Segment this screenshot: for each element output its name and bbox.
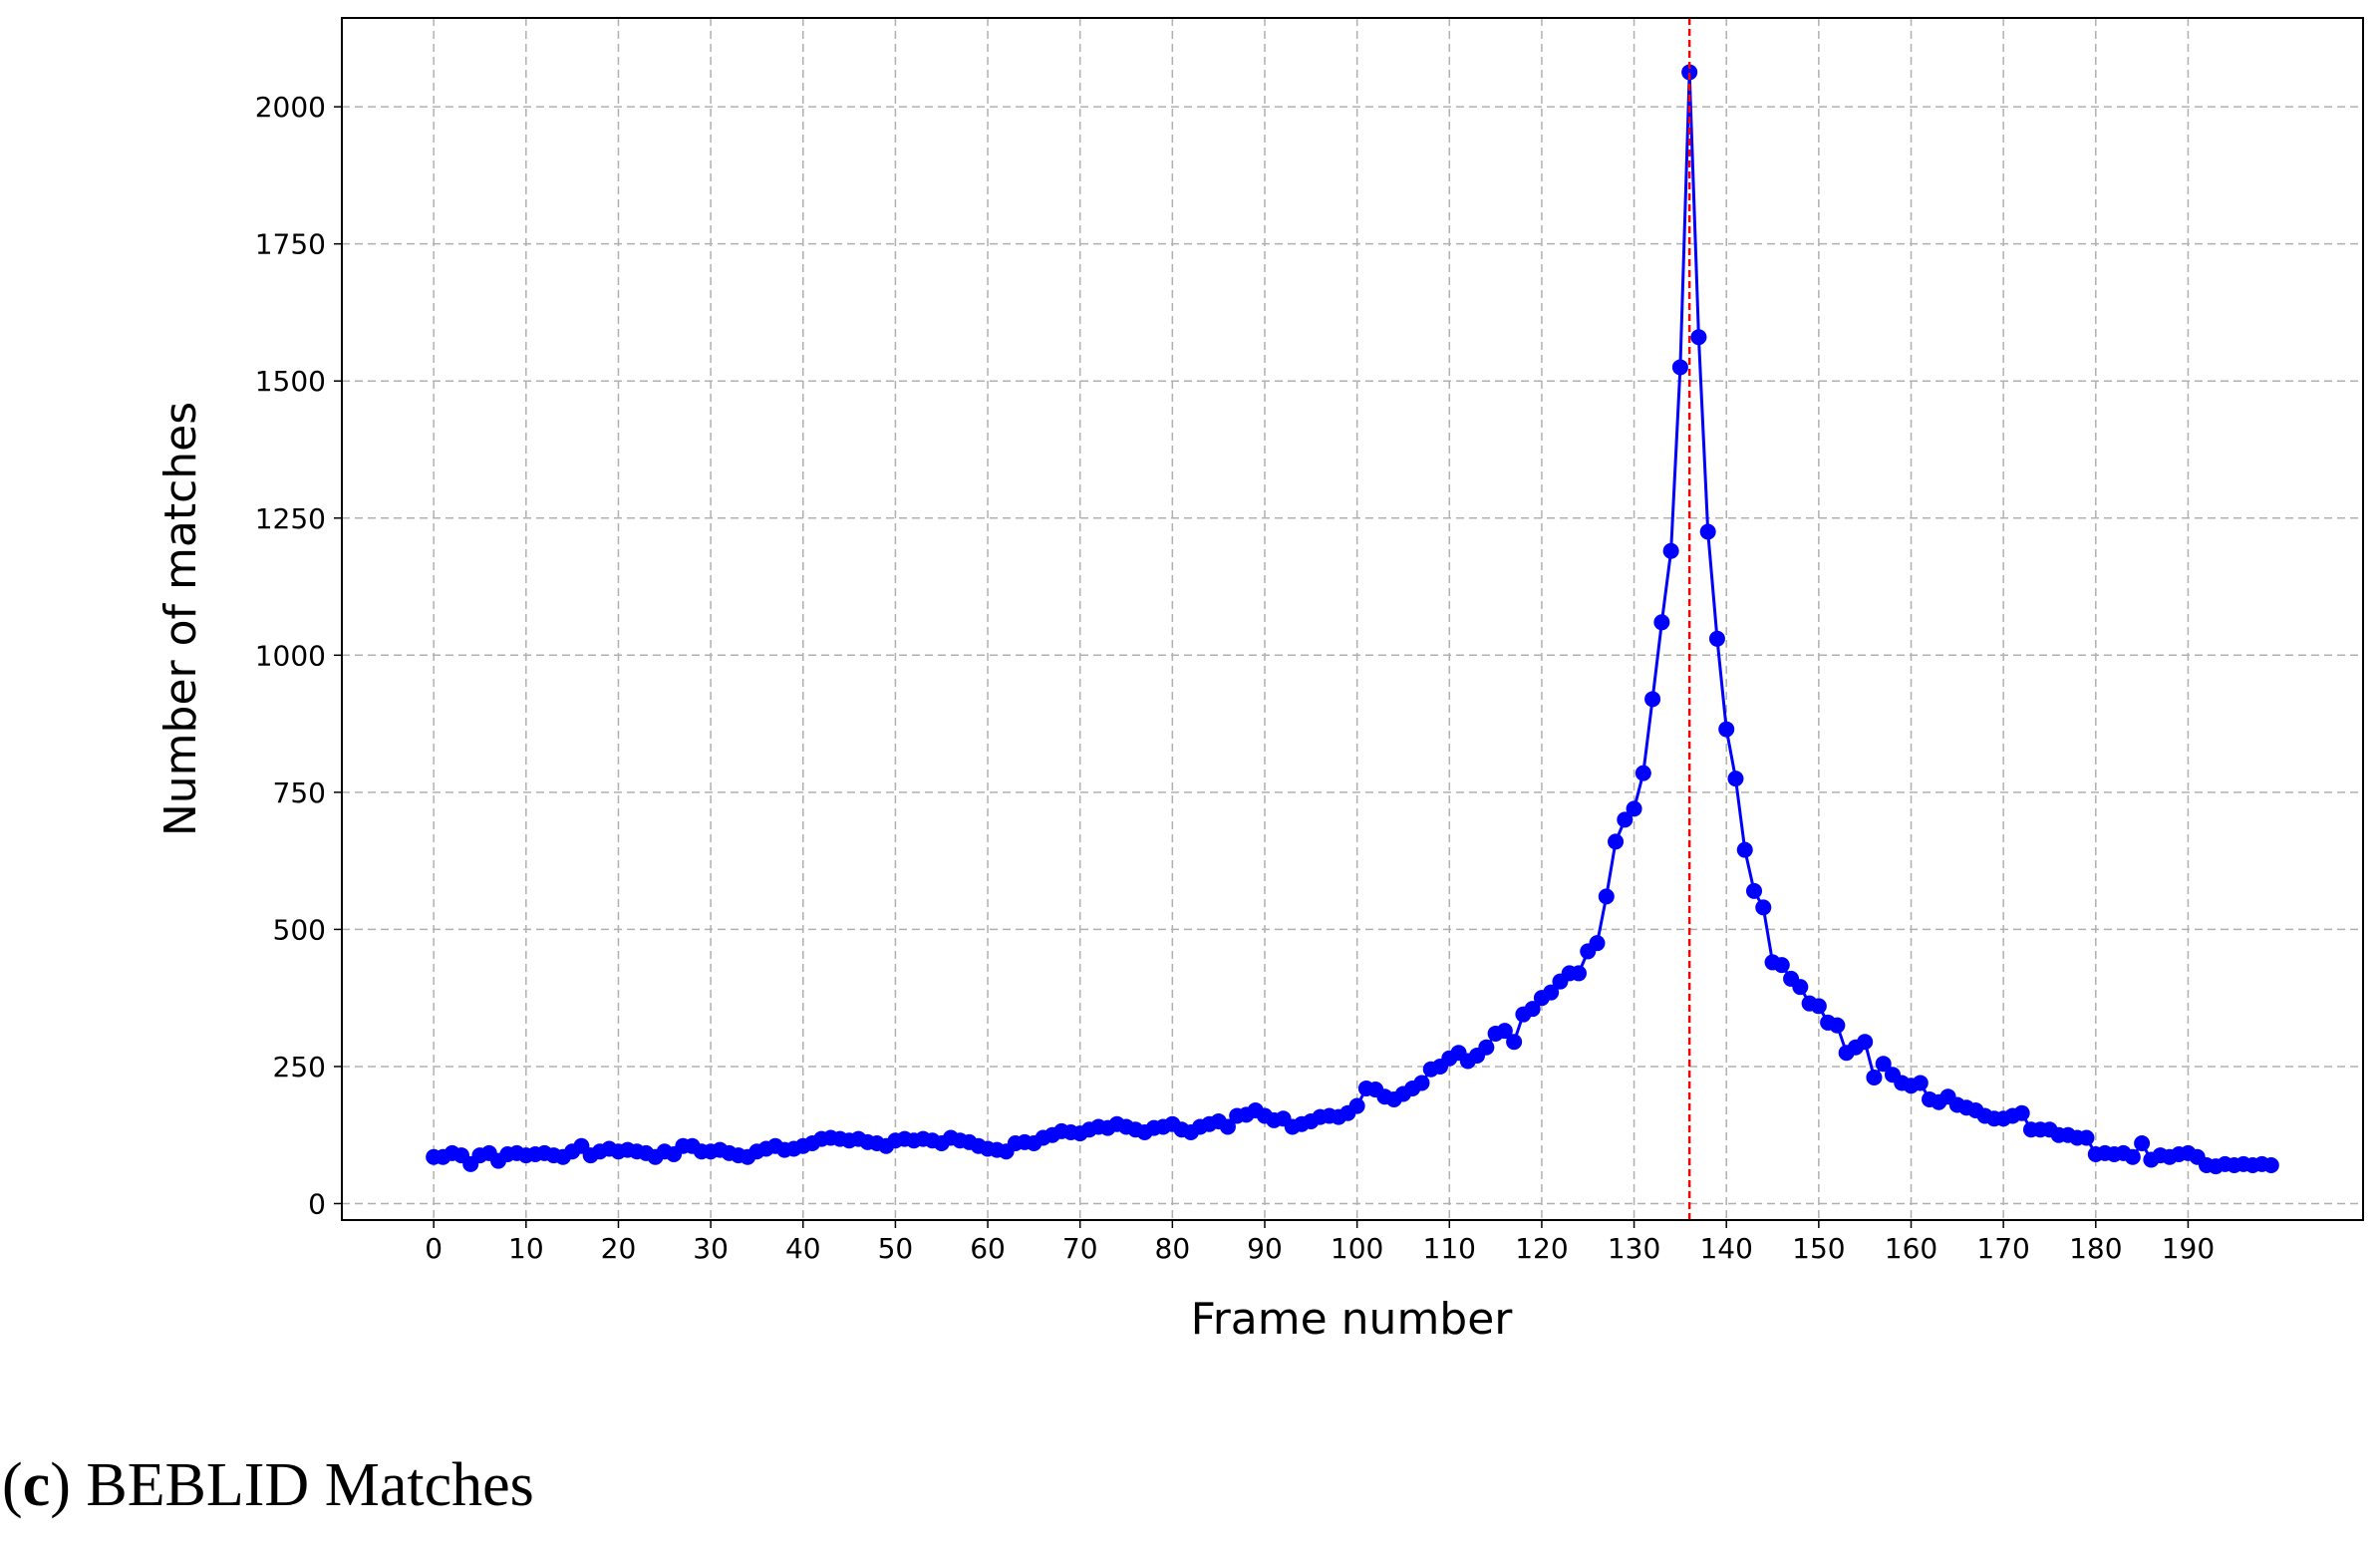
data-point xyxy=(2078,1129,2095,1146)
data-point xyxy=(1506,1034,1523,1051)
data-point xyxy=(1736,841,1753,858)
data-point xyxy=(1496,1023,1513,1040)
data-point xyxy=(1617,811,1634,828)
y-tick-label: 1250 xyxy=(255,502,326,535)
data-point xyxy=(1653,614,1670,631)
x-tick-label: 20 xyxy=(601,1232,637,1265)
data-point xyxy=(1866,1069,1883,1085)
data-point xyxy=(1543,984,1560,1001)
data-point xyxy=(1348,1097,1365,1114)
x-tick-label: 170 xyxy=(1976,1232,2029,1265)
data-point xyxy=(2124,1148,2141,1165)
data-point xyxy=(1589,935,1606,952)
data-point xyxy=(1810,998,1827,1015)
data-point xyxy=(1755,899,1772,916)
caption-text: ) BEBLID Matches xyxy=(50,1451,534,1519)
data-point xyxy=(1708,630,1725,647)
caption-open: ( xyxy=(2,1451,23,1519)
y-tick-label: 1000 xyxy=(255,639,326,672)
plot-frame xyxy=(341,17,2364,1221)
data-point xyxy=(1644,691,1661,708)
x-tick-label: 10 xyxy=(508,1232,544,1265)
data-point xyxy=(1219,1118,1236,1135)
data-point xyxy=(1912,1075,1929,1091)
y-tick-label: 2000 xyxy=(255,91,326,124)
data-point xyxy=(1746,882,1763,899)
data-point xyxy=(1829,1017,1846,1034)
data-point xyxy=(1857,1034,1874,1051)
y-tick-label: 0 xyxy=(308,1187,326,1220)
x-tick-label: 60 xyxy=(970,1232,1006,1265)
x-tick-label: 50 xyxy=(878,1232,914,1265)
x-tick-label: 160 xyxy=(1885,1232,1937,1265)
x-tick-label: 0 xyxy=(425,1232,443,1265)
x-tick-label: 90 xyxy=(1247,1232,1283,1265)
data-point xyxy=(1524,1001,1541,1018)
x-tick-label: 140 xyxy=(1699,1232,1752,1265)
data-point xyxy=(1598,888,1615,905)
x-axis-label: Frame number xyxy=(1191,1294,1514,1345)
x-tick-label: 40 xyxy=(785,1232,821,1265)
data-point xyxy=(1681,64,1698,81)
data-point xyxy=(1727,771,1744,787)
x-tick-label: 190 xyxy=(2162,1232,2215,1265)
data-point xyxy=(2013,1104,2030,1121)
x-tick-label: 80 xyxy=(1155,1232,1191,1265)
x-tick-label: 30 xyxy=(693,1232,729,1265)
x-tick-label: 110 xyxy=(1423,1232,1476,1265)
caption-letter: c xyxy=(22,1451,51,1519)
y-tick-label: 750 xyxy=(273,776,326,809)
data-point xyxy=(1875,1056,1892,1073)
x-tick-label: 120 xyxy=(1515,1232,1568,1265)
data-point xyxy=(1413,1075,1430,1091)
data-point xyxy=(1690,329,1707,346)
x-tick-label: 180 xyxy=(2069,1232,2122,1265)
series-line xyxy=(434,72,2271,1168)
data-point xyxy=(2262,1156,2279,1173)
y-tick-label: 1500 xyxy=(255,365,326,398)
data-point xyxy=(1635,765,1651,781)
x-tick-label: 150 xyxy=(1792,1232,1845,1265)
y-axis-label: Number of matches xyxy=(155,402,206,836)
x-tick-label: 70 xyxy=(1062,1232,1098,1265)
chart: Frame number Number of matches 0 10 20 30 40… xyxy=(155,17,2364,1345)
data-point xyxy=(1608,833,1625,850)
data-point xyxy=(1792,979,1809,996)
caption: (c) BEBLID Matches xyxy=(2,1450,534,1521)
data-point xyxy=(1671,359,1688,376)
y-tick-label: 250 xyxy=(273,1051,326,1084)
y-tick-label: 1750 xyxy=(255,228,326,261)
data-point xyxy=(1478,1039,1495,1056)
data-point xyxy=(1662,542,1679,559)
data-point xyxy=(1570,965,1587,982)
x-tick-label: 100 xyxy=(1331,1232,1383,1265)
data-point xyxy=(1718,721,1735,738)
data-point xyxy=(2134,1134,2151,1151)
data-point xyxy=(1699,523,1716,540)
x-tick-label: 130 xyxy=(1608,1232,1660,1265)
data-point xyxy=(1626,800,1642,817)
y-tick-label: 500 xyxy=(273,913,326,946)
data-point xyxy=(1773,957,1790,974)
